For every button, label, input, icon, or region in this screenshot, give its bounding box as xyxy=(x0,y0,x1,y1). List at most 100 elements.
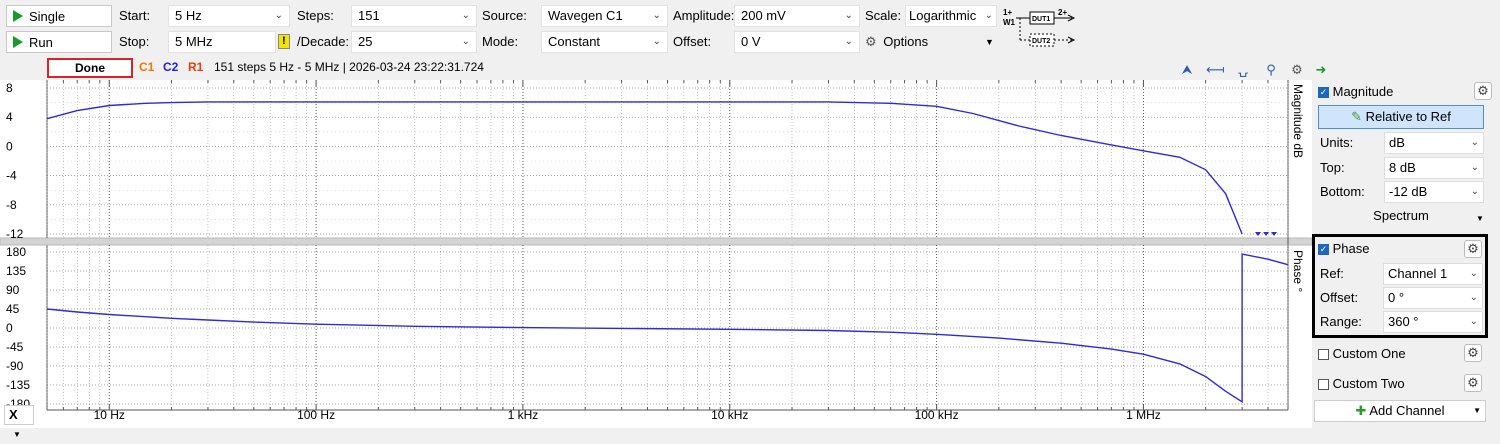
chevron-down-icon: ⌄ xyxy=(844,10,853,21)
relative-to-ref-button[interactable]: ✎ Relative to Ref xyxy=(1318,105,1484,129)
zoom-icon[interactable]: ⚲ xyxy=(1266,62,1276,77)
magnitude-label: Magnitude xyxy=(1332,84,1394,99)
c1-channel-tag[interactable]: C1 xyxy=(139,60,155,74)
custom-one-label: Custom One xyxy=(1332,346,1406,361)
units-value: dB xyxy=(1389,135,1405,150)
units-combo[interactable]: dB ⌄ xyxy=(1384,132,1484,154)
magnitude-section: ✓ Magnitude ⚙ ✎ Relative to Ref Units: d… xyxy=(1314,80,1498,228)
vertical-cursor-icon[interactable]: ⍽ xyxy=(1238,62,1248,77)
spectrum-dropdown[interactable]: Spectrum xyxy=(1318,208,1484,223)
add-channel-button[interactable]: ✚ Add Channel ▼ xyxy=(1314,400,1486,422)
offset-combo[interactable]: 0 V ⌄ xyxy=(734,31,860,53)
pane-splitter xyxy=(0,237,1313,246)
magnitude-tick-label: 0 xyxy=(6,139,13,153)
x-axis-button[interactable]: X ▼ xyxy=(4,405,34,439)
chevron-down-icon: ⌄ xyxy=(1470,137,1479,148)
magnitude-tick-label: -8 xyxy=(6,198,17,212)
phase-trace xyxy=(46,253,1289,404)
phase-offset-value: 0 ° xyxy=(1388,290,1405,305)
chevron-down-icon: ⌄ xyxy=(844,36,853,47)
phase-label: Phase xyxy=(1332,241,1370,256)
magnitude-tick-label: 4 xyxy=(6,110,13,124)
top-value: 8 dB xyxy=(1389,160,1416,175)
ref-label: Ref: xyxy=(1320,266,1344,281)
warning-icon[interactable]: ! xyxy=(278,34,290,49)
plot-area: 8 4 0 -4 -8 -12 180 135 90 45 0 -45 -90 -135 -180 10 Hz… xyxy=(0,80,1313,439)
w1-plus-text: 1+ xyxy=(1003,8,1012,17)
frequency-tick-label: 10 Hz xyxy=(94,408,125,422)
frequency-tick-label: 100 kHz xyxy=(915,408,959,422)
decade-value: 25 xyxy=(358,34,373,49)
arrow-right-icon[interactable]: ➜ xyxy=(1315,62,1327,77)
options-label: Options xyxy=(883,34,929,49)
stop-combo[interactable]: 5 MHz xyxy=(168,31,276,53)
steps-value: 151 xyxy=(358,8,380,23)
source-value: Wavegen C1 xyxy=(548,8,623,23)
bottom-combo[interactable]: -12 dB ⌄ xyxy=(1384,181,1484,203)
phase-checkbox[interactable]: ✓ Phase xyxy=(1318,241,1370,256)
chevron-down-icon: ⌄ xyxy=(1470,162,1479,173)
ref-combo[interactable]: Channel 1 ⌄ xyxy=(1383,263,1483,285)
overflow-marker xyxy=(1255,232,1261,236)
options-button[interactable]: ⚙ Options ▼ xyxy=(865,31,997,53)
dut2-text: DUT2 xyxy=(1032,38,1050,45)
mode-combo[interactable]: Constant ⌄ xyxy=(541,31,668,53)
gear-icon[interactable]: ⚙ xyxy=(1474,82,1492,100)
offset-value: 0 V xyxy=(741,34,761,49)
chevron-down-icon: ⌄ xyxy=(984,10,993,21)
top-label: Top: xyxy=(1320,160,1345,175)
custom-two-checkbox[interactable]: Custom Two xyxy=(1318,376,1405,391)
gear-icon[interactable]: ⚙ xyxy=(1291,62,1303,77)
gear-icon: ⚙ xyxy=(865,34,877,49)
top-combo[interactable]: 8 dB ⌄ xyxy=(1384,157,1484,179)
run-button[interactable]: Run xyxy=(6,31,112,53)
horizontal-cursor-icon[interactable]: ⟻ xyxy=(1206,62,1225,77)
start-label: Start: xyxy=(119,8,151,23)
frequency-tick-label: 100 Hz xyxy=(297,408,335,422)
phase-offset-combo[interactable]: 0 ° ⌄ xyxy=(1383,287,1483,309)
r1-ref-tag[interactable]: R1 xyxy=(188,60,204,74)
cursor-tool-icon[interactable]: ⮝ xyxy=(1181,62,1193,77)
checkbox-checked-icon: ✓ xyxy=(1318,87,1329,99)
c2-channel-tag[interactable]: C2 xyxy=(163,60,179,74)
amplitude-combo[interactable]: 200 mV ⌄ xyxy=(734,5,860,27)
steps-combo[interactable]: 151 ⌄ xyxy=(351,5,477,27)
scale-combo[interactable]: Logarithmic ⌄ xyxy=(905,5,997,27)
frequency-tick-label: 10 kHz xyxy=(711,408,748,422)
chevron-down-icon: ⌄ xyxy=(1470,186,1479,197)
chevron-down-icon: ⌄ xyxy=(1469,292,1478,303)
phase-tick-label: 135 xyxy=(6,264,26,278)
overflow-marker xyxy=(1263,232,1269,236)
custom-one-section: Custom One ⚙ xyxy=(1314,342,1498,368)
phase-tick-label: 180 xyxy=(6,245,26,259)
start-combo[interactable]: 5 Hz ⌄ xyxy=(168,5,290,27)
gear-icon[interactable]: ⚙ xyxy=(1464,374,1482,392)
magnitude-tick-label: -12 xyxy=(6,227,24,241)
single-button[interactable]: Single xyxy=(6,5,112,27)
decade-combo[interactable]: 25 ⌄ xyxy=(351,31,477,53)
source-label: Source: xyxy=(482,8,527,23)
phase-tick-label: -45 xyxy=(6,340,24,354)
phase-axis-title: Phase ° xyxy=(1291,250,1305,292)
range-combo[interactable]: 360 ° ⌄ xyxy=(1383,311,1483,333)
pencil-icon: ✎ xyxy=(1351,109,1362,124)
add-channel-label: Add Channel xyxy=(1369,403,1445,418)
magnitude-tick-label: -4 xyxy=(6,169,17,183)
checkbox-unchecked-icon xyxy=(1318,379,1329,391)
gear-icon[interactable]: ⚙ xyxy=(1464,240,1482,258)
custom-two-label: Custom Two xyxy=(1332,376,1405,391)
amplitude-value: 200 mV xyxy=(741,8,786,23)
magnitude-checkbox[interactable]: ✓ Magnitude xyxy=(1318,84,1393,99)
source-combo[interactable]: Wavegen C1 ⌄ xyxy=(541,5,668,27)
gear-icon[interactable]: ⚙ xyxy=(1464,344,1482,362)
phase-tick-label: 90 xyxy=(6,283,20,297)
sweep-info-text: 151 steps 5 Hz - 5 MHz | 2026-03-24 23:2… xyxy=(214,60,484,74)
w1-text: W1 xyxy=(1003,18,1016,27)
custom-two-section: Custom Two ⚙ xyxy=(1314,372,1498,398)
play-icon xyxy=(13,10,23,22)
magnitude-tick-label: 8 xyxy=(6,81,13,95)
phase-tick-label: -135 xyxy=(6,378,30,392)
dut-network-icon[interactable]: 1+ W1 DUT1 DUT2 2+ xyxy=(1002,4,1086,52)
custom-one-checkbox[interactable]: Custom One xyxy=(1318,346,1406,361)
